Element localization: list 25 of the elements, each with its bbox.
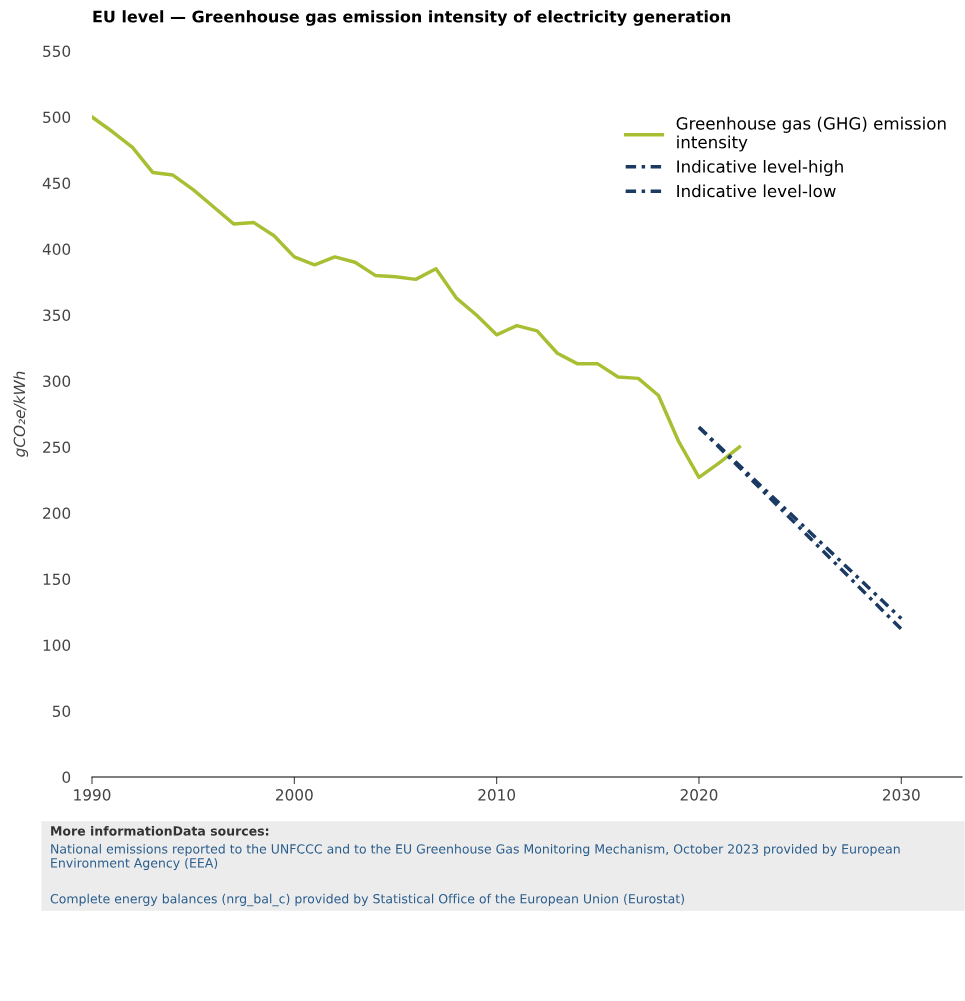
y-tick-label: 400 (42, 243, 71, 256)
y-tick-label: 50 (52, 705, 71, 718)
text: More informationData sources: (51, 825, 269, 836)
y-tick-label: 350 (43, 309, 71, 322)
legend-label: Indicative level-low (677, 184, 836, 198)
legend-label: Indicative level-high (677, 159, 843, 177)
x-tick-label: 2030 (882, 789, 920, 801)
y-tick-label: 250 (43, 441, 71, 454)
text: Complete energy balances (nrg_bal_c) provided by Statistical Office of the European Union (Eurostat) (50, 893, 684, 907)
y-tick-label: 0 (62, 771, 71, 784)
y-tick-label: 500 (43, 111, 71, 124)
y-tick-label: 450 (42, 177, 71, 190)
legend-label: Greenhouse gas (GHG) emission intensity (676, 116, 946, 152)
y-tick-label: 200 (43, 507, 71, 520)
y-tick-label: 550 (43, 45, 71, 58)
y-tick-label: 300 (43, 375, 71, 388)
y-tick-label: 150 (43, 573, 71, 586)
x-tick-label: 1990 (74, 789, 111, 801)
text: National emissions reported to the UNFCCC and to the EU Greenhouse Gas Monitoring Mechanism, October 2023 provided by European Environment Agency (EEA) (51, 843, 900, 871)
x-tick-label: 2020 (680, 789, 718, 801)
y-axis-title: gCO₂e/kWh (13, 371, 29, 457)
y-tick-label: 100 (43, 639, 71, 652)
x-tick-label: 2000 (276, 789, 313, 801)
x-tick-label: 2010 (478, 789, 516, 801)
chart-title: EU level — Greenhouse gas emission intensity of electricity generation (93, 10, 731, 26)
